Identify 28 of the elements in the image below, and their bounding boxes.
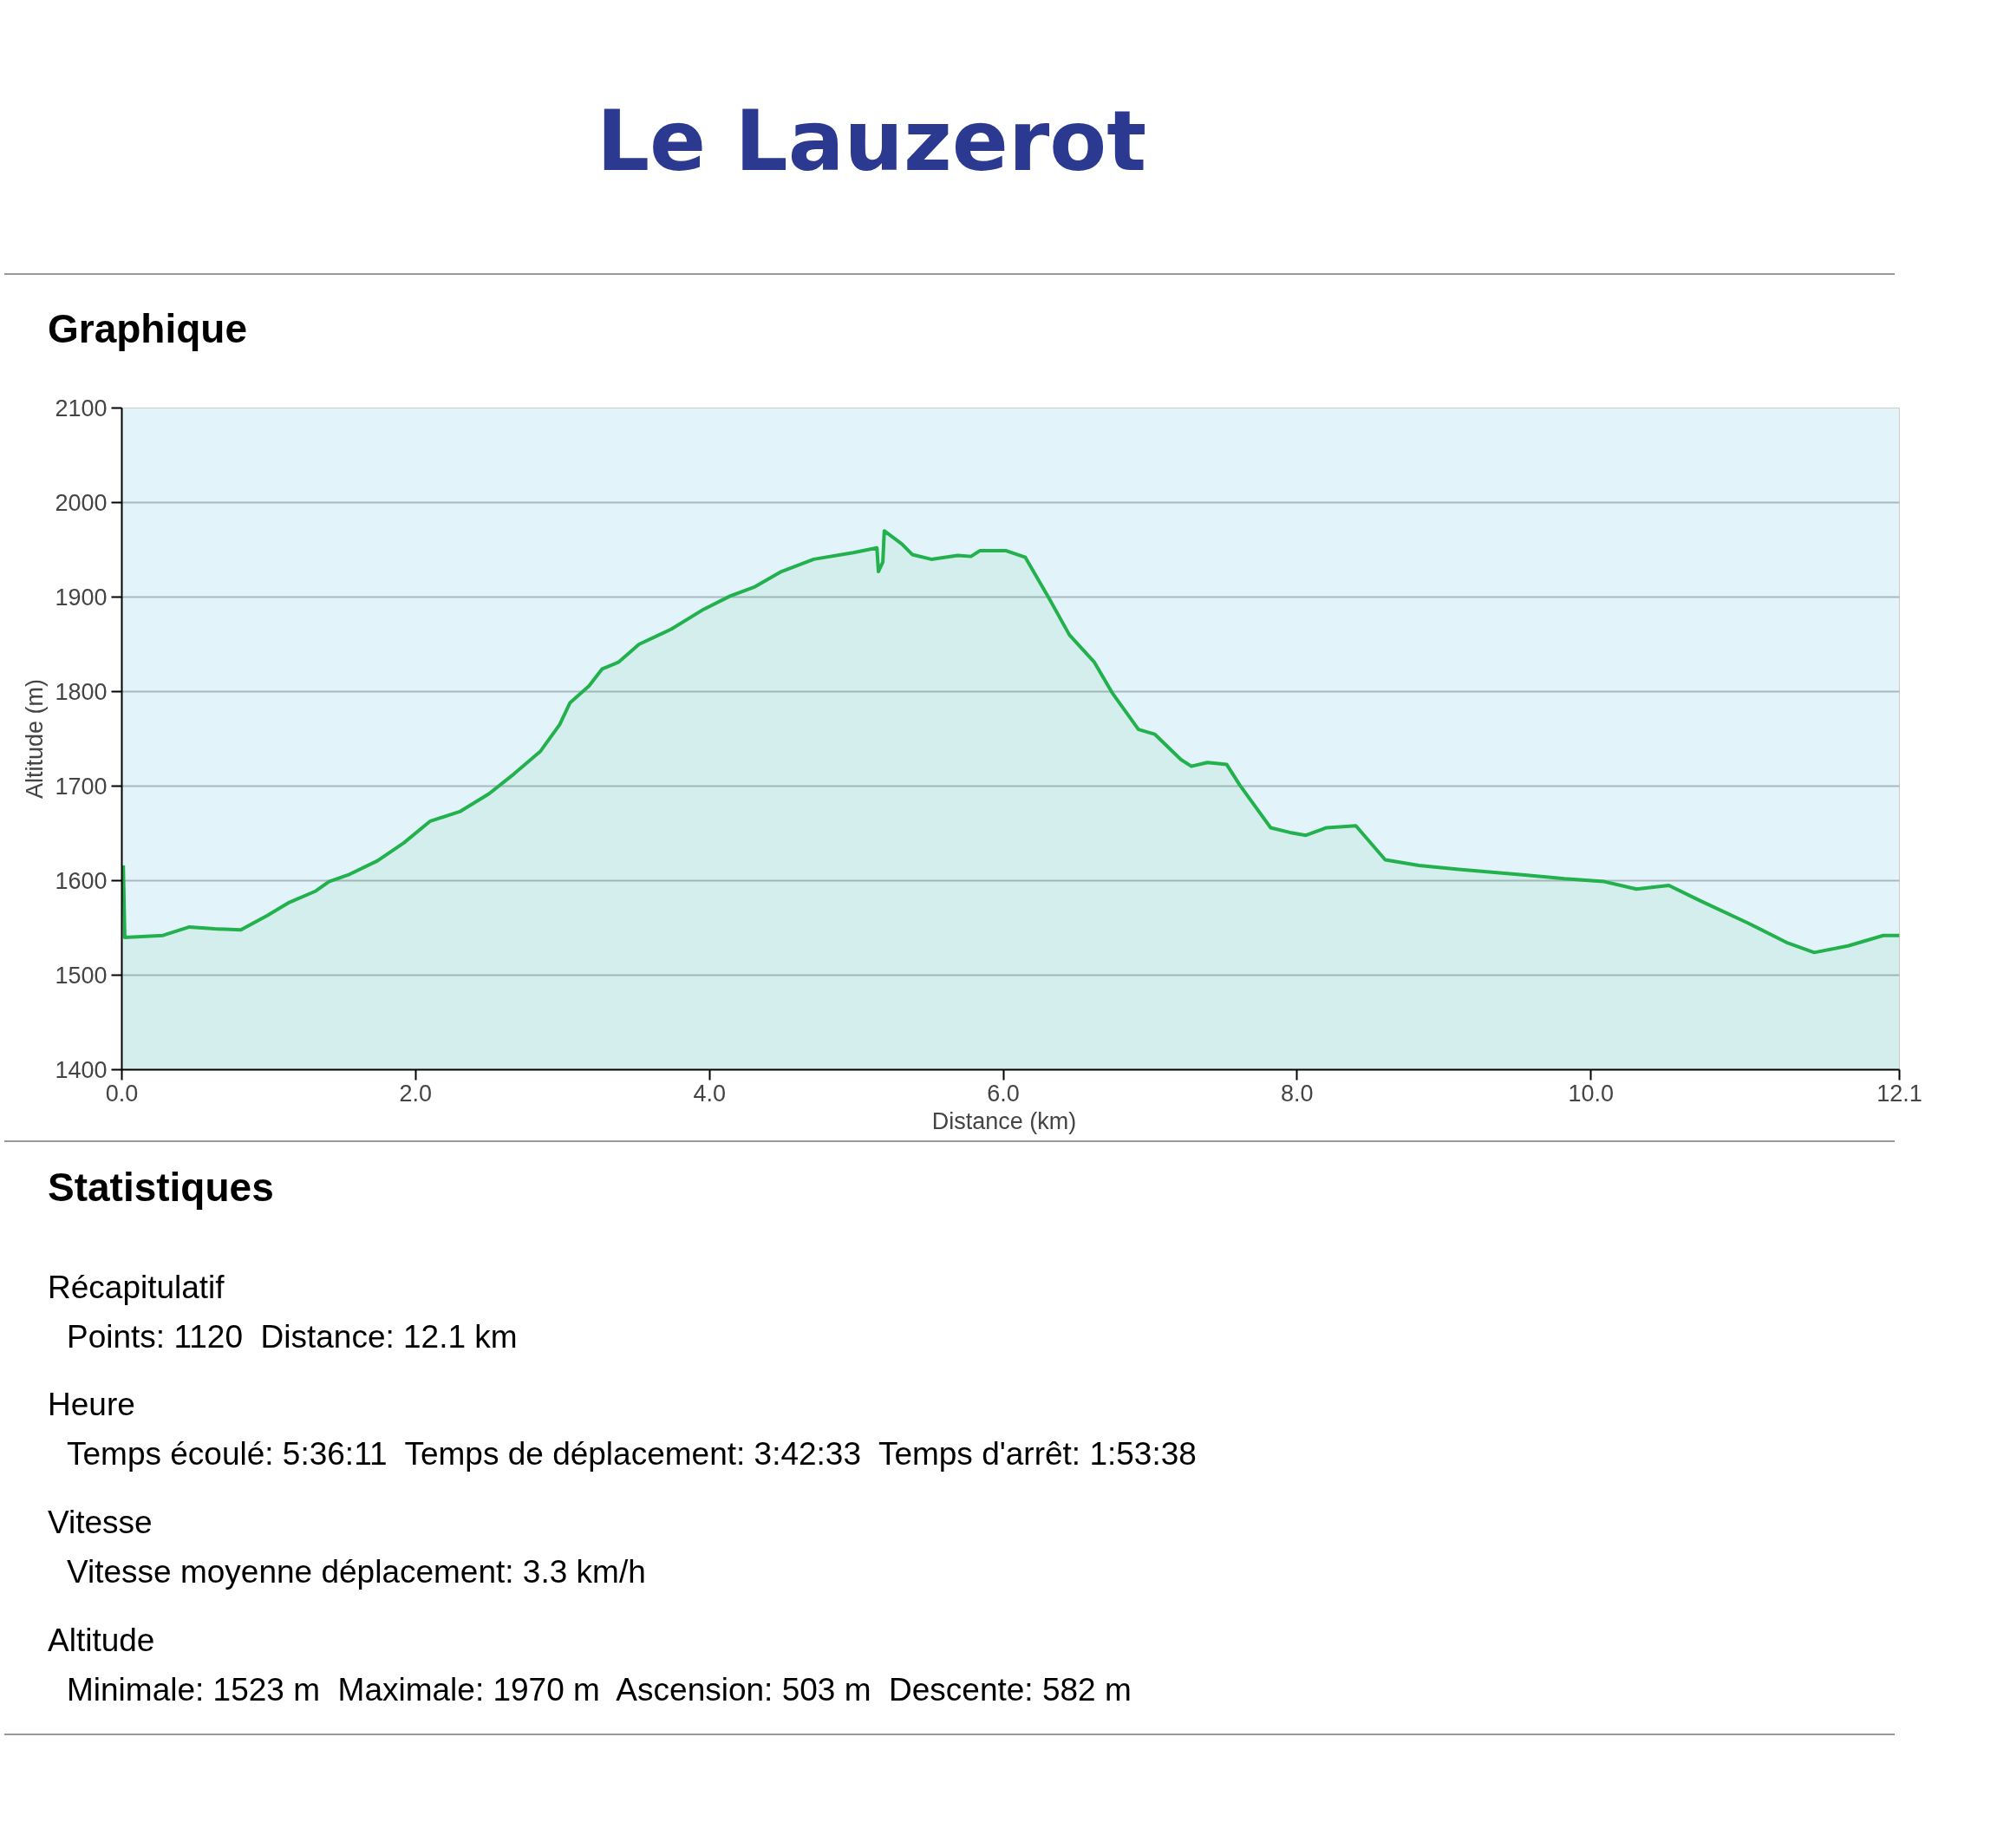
x-tick-label: 2.0 bbox=[399, 1080, 433, 1107]
text: Récapitulatif bbox=[47, 1268, 225, 1307]
text: Statistiques bbox=[47, 1164, 275, 1211]
y-tick-label: 2000 bbox=[55, 490, 108, 516]
text: Temps écoulé: 5:36:11 Temps de déplacement: 3:42:33 Temps d'arrêt: 1:53:38 bbox=[66, 1435, 1198, 1474]
y-axis-title: Altitude (m) bbox=[22, 678, 49, 800]
x-tick-label: 12.1 bbox=[1876, 1080, 1922, 1107]
x-tick-label: 10.0 bbox=[1568, 1080, 1614, 1107]
text: Vitesse bbox=[47, 1504, 153, 1543]
y-tick-label: 1400 bbox=[55, 1057, 108, 1083]
x-tick-label: 8.0 bbox=[1281, 1080, 1314, 1107]
y-tick-label: 1600 bbox=[55, 868, 108, 894]
y-tick-label: 1800 bbox=[55, 679, 108, 705]
chart-subtitle: Graphique bbox=[47, 305, 249, 353]
text: Points: 1120 Distance: 12.1 km bbox=[66, 1317, 519, 1356]
chart-title: Le Lauzerot bbox=[595, 92, 1148, 192]
x-tick-label: 0.0 bbox=[105, 1080, 139, 1107]
text: Altitude bbox=[47, 1621, 156, 1660]
text: Vitesse moyenne déplacement: 3.3 km/h bbox=[66, 1552, 647, 1591]
y-tick-label: 1700 bbox=[55, 774, 108, 800]
y-tick-label: 2100 bbox=[55, 395, 108, 421]
x-tick-label: 6.0 bbox=[987, 1080, 1020, 1107]
y-tick-label: 1900 bbox=[55, 584, 108, 611]
text: Minimale: 1523 m Maximale: 1970 m Ascension: 503 m Descente: 582 m bbox=[66, 1670, 1132, 1709]
x-tick-label: 4.0 bbox=[693, 1080, 726, 1107]
y-tick-label: 1500 bbox=[55, 963, 108, 989]
x-axis-title: Distance (km) bbox=[931, 1107, 1077, 1134]
text: Heure bbox=[47, 1386, 136, 1425]
